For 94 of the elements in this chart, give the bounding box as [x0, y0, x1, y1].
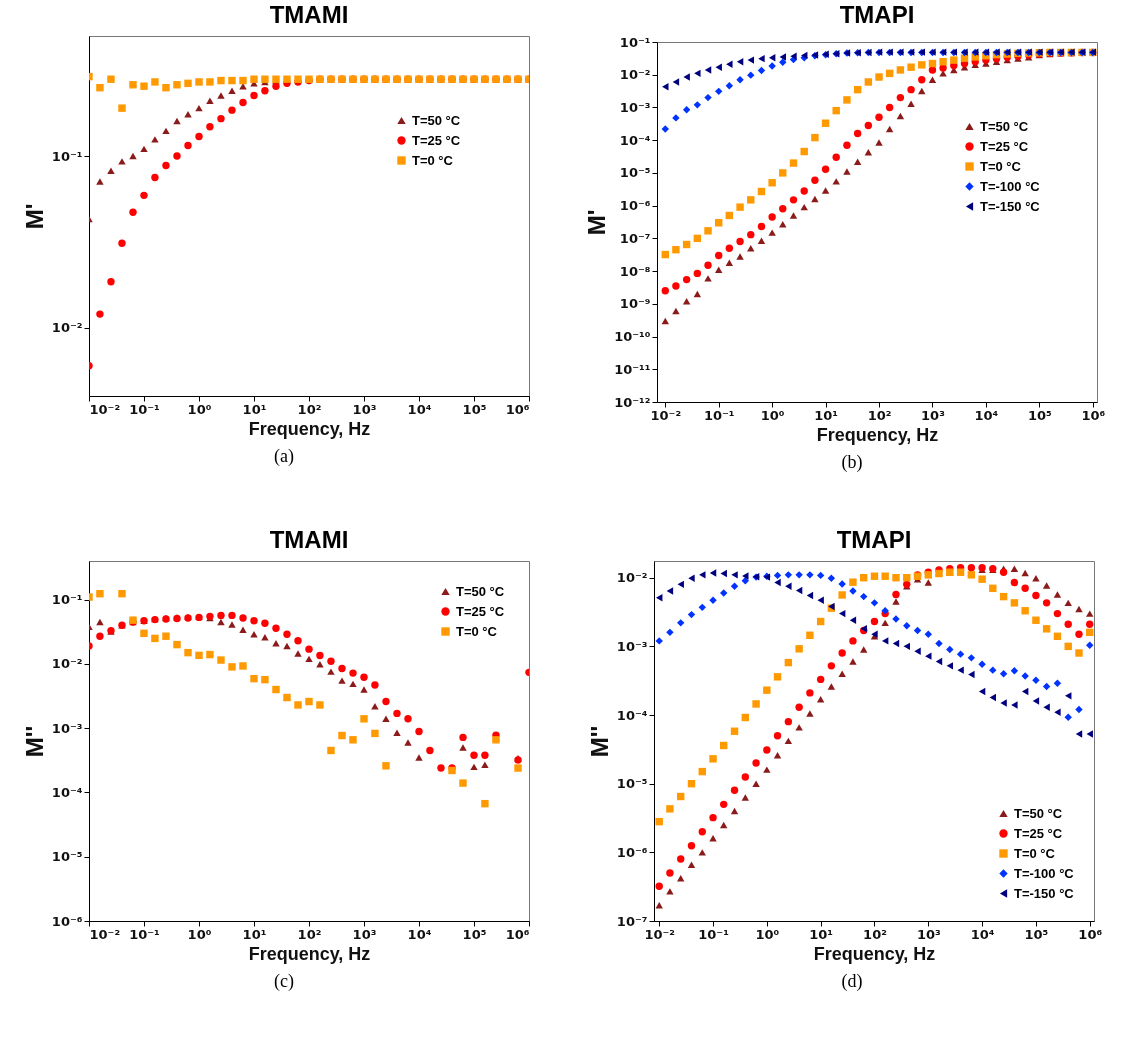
- x-tick-label: 10⁰: [187, 401, 212, 417]
- x-tick-label: 10⁴: [407, 401, 432, 417]
- y-axis-title: M'': [20, 725, 48, 758]
- x-tick-label: 10⁵: [1024, 926, 1048, 942]
- x-tick-label: 10²: [867, 407, 891, 423]
- y-tick-label: 10⁻⁷: [616, 913, 647, 929]
- y-tick-label: 10⁻⁶: [51, 913, 83, 929]
- x-tick-label: 10⁻²: [89, 401, 121, 417]
- x-tick-label: 10⁵: [462, 401, 487, 417]
- x-tick-label: 10⁻¹: [703, 407, 735, 423]
- chart-title: TMAMI: [269, 526, 349, 553]
- legend-label: T=50 °C: [412, 112, 461, 128]
- y-tick-label: 10⁻¹⁰: [613, 329, 651, 345]
- legend-label: T=25 °C: [979, 138, 1029, 154]
- x-axis-title: Frequency, Hz: [248, 943, 371, 964]
- y-tick-label: 10⁻⁶: [619, 198, 651, 214]
- y-axis-title: M': [20, 203, 48, 230]
- y-tick-label: 10⁻³: [619, 99, 650, 115]
- y-tick-label: 10⁻²: [616, 570, 647, 586]
- x-tick-label: 10⁴: [974, 407, 999, 423]
- y-tick-label: 10⁻³: [51, 720, 83, 736]
- x-tick-label: 10⁻¹: [129, 401, 160, 417]
- x-tick-label: 10⁻¹: [697, 926, 729, 942]
- x-tick-label: 10¹: [813, 407, 838, 423]
- x-tick-label: 10³: [352, 401, 377, 417]
- x-tick-label: 10¹: [242, 401, 267, 417]
- legend-label: T=50 °C: [1013, 805, 1063, 821]
- x-tick-label: 10⁶: [505, 401, 530, 417]
- chart-title: TMAPI: [836, 526, 911, 553]
- y-tick-label: 10⁻⁵: [616, 776, 647, 792]
- y-tick-label: 10⁻⁹: [619, 296, 651, 312]
- text: (d): [841, 971, 863, 992]
- y-tick-label: 10⁻⁷: [619, 230, 650, 246]
- y-tick-label: 10⁻⁵: [51, 849, 83, 865]
- y-tick-label: 10⁻¹²: [613, 394, 650, 410]
- y-tick-label: 10⁻⁴: [619, 132, 651, 148]
- legend-label: T=-150 °C: [1013, 885, 1074, 901]
- legend-label: T=25 °C: [456, 603, 505, 619]
- y-axis-title: M'': [585, 725, 613, 758]
- x-tick-label: 10¹: [242, 926, 267, 942]
- y-axis-title: M': [582, 209, 610, 236]
- x-tick-label: 10⁻²: [643, 926, 675, 942]
- x-tick-label: 10⁰: [760, 407, 785, 423]
- y-tick-label: 10⁻¹¹: [613, 361, 650, 377]
- x-tick-label: 10⁶: [1077, 926, 1102, 942]
- x-tick-label: 10⁴: [970, 926, 995, 942]
- legend-label: T=0 °C: [456, 623, 498, 639]
- y-tick-label: 10⁻²: [619, 67, 650, 83]
- x-tick-label: 10³: [920, 407, 945, 423]
- x-axis-title: Frequency, Hz: [248, 418, 371, 439]
- x-tick-label: 10⁶: [505, 926, 530, 942]
- text: (b): [841, 452, 863, 473]
- legend-label: T=0 °C: [412, 152, 454, 168]
- y-tick-label: 10⁻¹: [51, 592, 83, 608]
- y-tick-label: 10⁻³: [616, 638, 647, 654]
- legend-label: T=25 °C: [1013, 825, 1063, 841]
- x-tick-label: 10²: [862, 926, 887, 942]
- x-tick-label: 10⁶: [1080, 407, 1105, 423]
- x-tick-label: 10⁻²: [649, 407, 681, 423]
- legend-label: T=-100 °C: [979, 178, 1040, 194]
- x-tick-label: 10¹: [808, 926, 833, 942]
- chart-title: TMAPI: [839, 1, 914, 28]
- x-tick-label: 10⁻¹: [129, 926, 160, 942]
- x-tick-label: 10⁴: [407, 926, 432, 942]
- legend-label: T=50 °C: [979, 118, 1029, 134]
- x-tick-label: 10⁵: [462, 926, 487, 942]
- y-tick-label: 10⁻²: [51, 656, 83, 672]
- x-tick-label: 10⁰: [187, 926, 212, 942]
- y-tick-label: 10⁻¹: [51, 148, 83, 164]
- text: (a): [274, 446, 294, 467]
- y-tick-label: 10⁻⁴: [51, 784, 83, 800]
- text: (c): [274, 971, 294, 992]
- legend-label: T=-150 °C: [979, 198, 1040, 214]
- y-tick-label: 10⁻⁴: [616, 707, 648, 723]
- y-tick-label: 10⁻⁸: [619, 263, 651, 279]
- x-axis-title: Frequency, Hz: [816, 424, 938, 445]
- y-tick-label: 10⁻⁶: [616, 844, 648, 860]
- legend-label: T=0 °C: [1013, 845, 1056, 861]
- legend-label: T=-100 °C: [1013, 865, 1074, 881]
- x-tick-label: 10²: [297, 926, 322, 942]
- legend-label: T=50 °C: [456, 583, 505, 599]
- y-tick-label: 10⁻²: [51, 320, 83, 336]
- x-tick-label: 10²: [297, 401, 322, 417]
- legend-label: T=25 °C: [412, 132, 461, 148]
- x-tick-label: 10⁵: [1027, 407, 1052, 423]
- x-tick-label: 10⁰: [754, 926, 780, 942]
- y-tick-label: 10⁻¹: [619, 34, 650, 50]
- x-tick-label: 10³: [352, 926, 377, 942]
- x-axis-title: Frequency, Hz: [813, 943, 935, 964]
- legend-label: T=0 °C: [979, 158, 1022, 174]
- x-tick-label: 10⁻²: [89, 926, 121, 942]
- y-tick-label: 10⁻⁵: [619, 165, 650, 181]
- x-tick-label: 10³: [916, 926, 941, 942]
- chart-title: TMAMI: [269, 1, 349, 28]
